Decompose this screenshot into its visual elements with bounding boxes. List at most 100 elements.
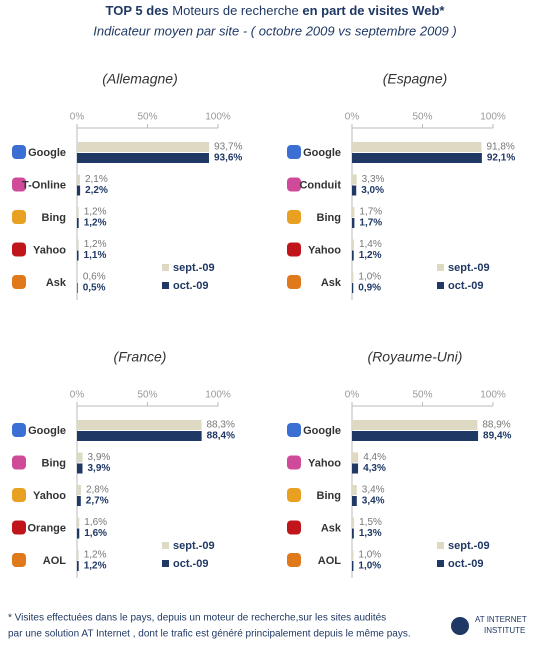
bar <box>352 452 359 463</box>
bar <box>77 528 80 539</box>
category-icon <box>12 423 26 437</box>
legend-label: oct.-09 <box>448 558 483 570</box>
bar <box>77 218 79 228</box>
category-label: Google <box>28 425 66 437</box>
bar <box>352 528 354 539</box>
value-label: 0,9% <box>358 283 381 294</box>
x-tick-label: 50% <box>137 390 157 401</box>
value-label: 88,3% <box>207 420 235 431</box>
bar <box>77 550 79 560</box>
value-label: 1,7% <box>359 218 382 229</box>
bar <box>352 283 354 293</box>
bar <box>352 142 482 152</box>
category-icon <box>12 210 26 224</box>
x-tick-label: 100% <box>205 112 231 123</box>
category-icon <box>12 242 26 257</box>
value-label: 1,6% <box>84 528 107 539</box>
brand: INSTITUTE <box>484 626 525 635</box>
category-icon <box>12 275 26 289</box>
bar <box>77 283 78 293</box>
bar <box>352 485 357 495</box>
x-tick-label: 100% <box>205 390 231 401</box>
value-label: 91,8% <box>486 142 514 153</box>
value-label: 88,9% <box>482 420 510 431</box>
category-label: Bing <box>317 490 341 502</box>
legend-swatch <box>162 560 169 567</box>
category-icon <box>287 177 301 192</box>
value-label: 1,2% <box>84 561 107 572</box>
bar <box>77 561 79 571</box>
category-icon <box>287 275 301 289</box>
category-label: Google <box>303 147 341 159</box>
x-tick-label: 0% <box>70 390 85 401</box>
legend-label: sept.-09 <box>448 540 490 552</box>
legend-swatch <box>162 264 169 271</box>
bar <box>352 174 357 185</box>
value-label: 92,1% <box>487 153 515 164</box>
subtitle: Indicateur moyen par site - ( octobre 20… <box>93 23 456 38</box>
bar <box>352 561 354 571</box>
category-icon <box>287 553 301 567</box>
bar <box>352 517 355 528</box>
value-label: 2,1% <box>85 174 108 185</box>
category-icon <box>287 423 301 437</box>
logo-icon <box>451 617 469 635</box>
bar <box>77 420 202 430</box>
bar <box>352 185 357 196</box>
bar <box>352 250 354 261</box>
category-icon <box>12 553 26 567</box>
value-label: 3,9% <box>87 452 110 463</box>
value-label: 1,5% <box>359 517 382 528</box>
x-tick-label: 50% <box>137 112 157 123</box>
value-label: 89,4% <box>483 431 511 442</box>
bar <box>77 496 81 506</box>
category-label: Ask <box>321 522 342 534</box>
legend-swatch <box>437 282 444 289</box>
value-label: 1,2% <box>84 207 107 218</box>
bar <box>77 239 79 250</box>
value-label: 93,7% <box>214 142 242 153</box>
bar <box>352 420 478 430</box>
value-label: 0,6% <box>83 272 106 283</box>
category-icon <box>12 177 26 192</box>
category-label: Bing <box>42 457 66 469</box>
category-label: T-Online <box>22 179 66 191</box>
x-tick-label: 100% <box>480 112 506 123</box>
category-icon <box>12 488 26 502</box>
title-part: Moteurs de recherche <box>172 3 298 18</box>
category-label: Conduit <box>299 179 341 191</box>
category-icon <box>287 488 301 502</box>
panel-title: (Allemagne) <box>102 71 177 87</box>
value-label: 1,0% <box>358 561 381 572</box>
value-label: 3,0% <box>361 185 384 196</box>
legend-label: oct.-09 <box>173 280 208 292</box>
category-label: Bing <box>317 212 341 224</box>
value-label: 4,3% <box>363 463 386 474</box>
value-label: 1,2% <box>84 218 107 229</box>
category-label: Bing <box>42 212 66 224</box>
legend-swatch <box>437 264 444 271</box>
bar <box>77 185 81 196</box>
bar <box>77 463 83 474</box>
bar <box>352 550 354 560</box>
x-tick-label: 50% <box>412 390 432 401</box>
bar <box>77 174 80 185</box>
value-label: 1,0% <box>358 272 381 283</box>
category-label: Google <box>28 147 66 159</box>
value-label: 88,4% <box>207 431 235 442</box>
category-label: Yahoo <box>308 457 341 469</box>
footnote: * Visites effectuées dans le pays, depui… <box>8 613 386 624</box>
x-tick-label: 0% <box>345 390 360 401</box>
value-label: 93,6% <box>214 153 242 164</box>
category-label: Orange <box>27 522 66 534</box>
bar <box>77 250 79 261</box>
value-label: 1,3% <box>359 528 382 539</box>
value-label: 2,2% <box>85 185 108 196</box>
category-label: Yahoo <box>308 244 341 256</box>
bar <box>77 207 79 217</box>
bar <box>352 431 479 441</box>
legend-label: sept.-09 <box>173 262 215 274</box>
category-label: AOL <box>318 555 342 567</box>
category-icon <box>12 520 26 535</box>
panel-title: (France) <box>114 349 167 365</box>
